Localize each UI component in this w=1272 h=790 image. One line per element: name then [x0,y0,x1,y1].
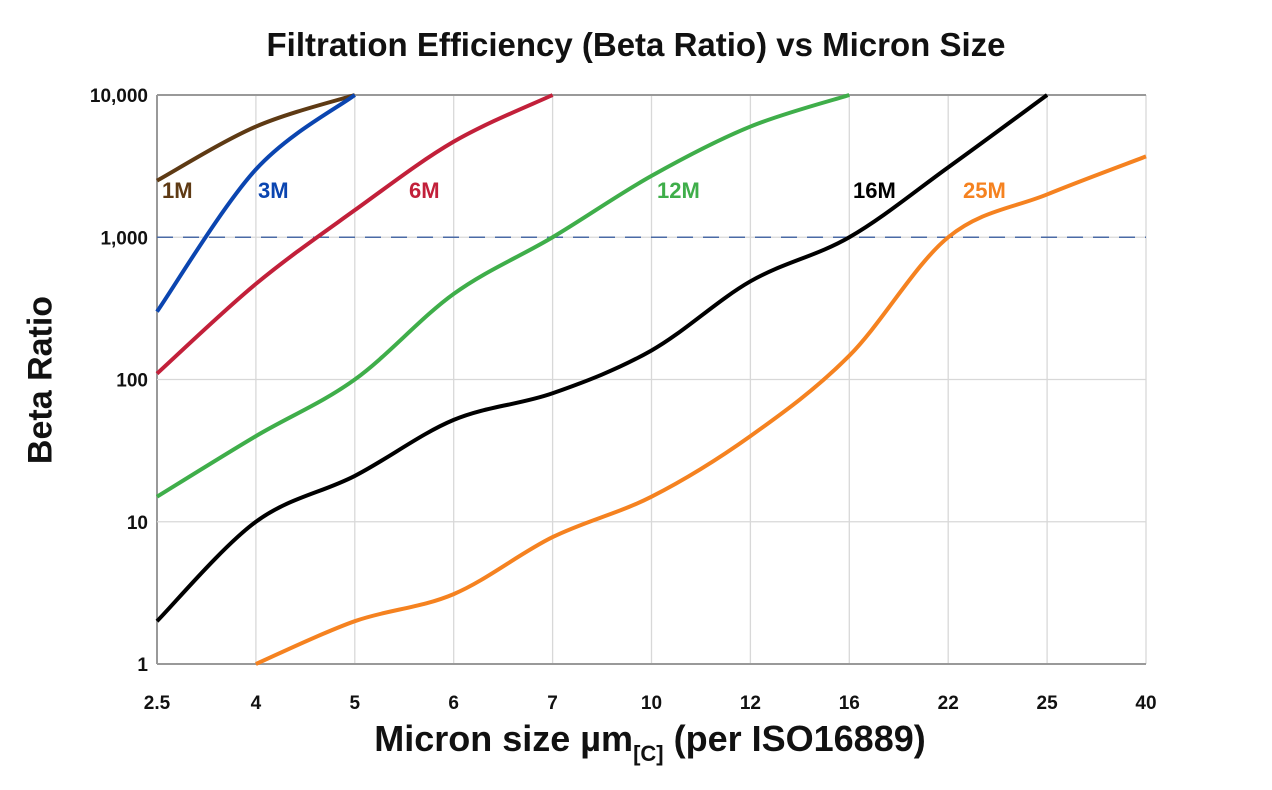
x-axis-label-subscript: [C] [633,741,664,766]
y-tick-label: 10 [127,513,148,534]
x-tick-label: 12 [740,693,761,714]
series-label-12M: 12M [657,178,700,203]
x-axis-label-suffix: (per ISO16889) [663,718,926,759]
x-tick-label: 2.5 [144,693,171,714]
x-axis-label-main: Micron size µm [374,718,634,759]
x-tick-label: 4 [251,693,262,714]
series-line-12M [155,93,850,499]
series-label-16M: 16M [853,178,896,203]
series-line-3M [155,93,357,313]
y-tick-label: 10,000 [90,86,148,107]
chart-title: Filtration Efficiency (Beta Ratio) vs Mi… [266,26,1006,63]
x-tick-label: 25 [1037,693,1059,714]
series-label-3M: 3M [258,178,289,203]
x-tick-label: 16 [839,693,860,714]
series-line-25M [255,154,1147,666]
y-tick-label: 1 [137,655,148,676]
x-tick-label: 10 [641,693,662,714]
x-tick-label: 22 [938,693,959,714]
series-line-1M [156,93,356,183]
y-tick-label: 1,000 [100,228,148,249]
x-tick-label: 40 [1135,693,1156,714]
x-tick-label: 6 [448,693,459,714]
x-axis-label: Micron size µm[C] (per ISO16889) [0,718,1272,767]
series-label-25M: 25M [963,178,1006,203]
series-label-6M: 6M [409,178,440,203]
series-line-16M [155,93,1049,623]
series-label-1M: 1M [162,178,193,203]
y-axis-label: Beta Ratio [21,295,60,465]
x-tick-label: 7 [547,693,558,714]
x-tick-label: 5 [350,693,361,714]
y-tick-label: 100 [116,371,148,392]
series-line-6M [155,93,554,376]
